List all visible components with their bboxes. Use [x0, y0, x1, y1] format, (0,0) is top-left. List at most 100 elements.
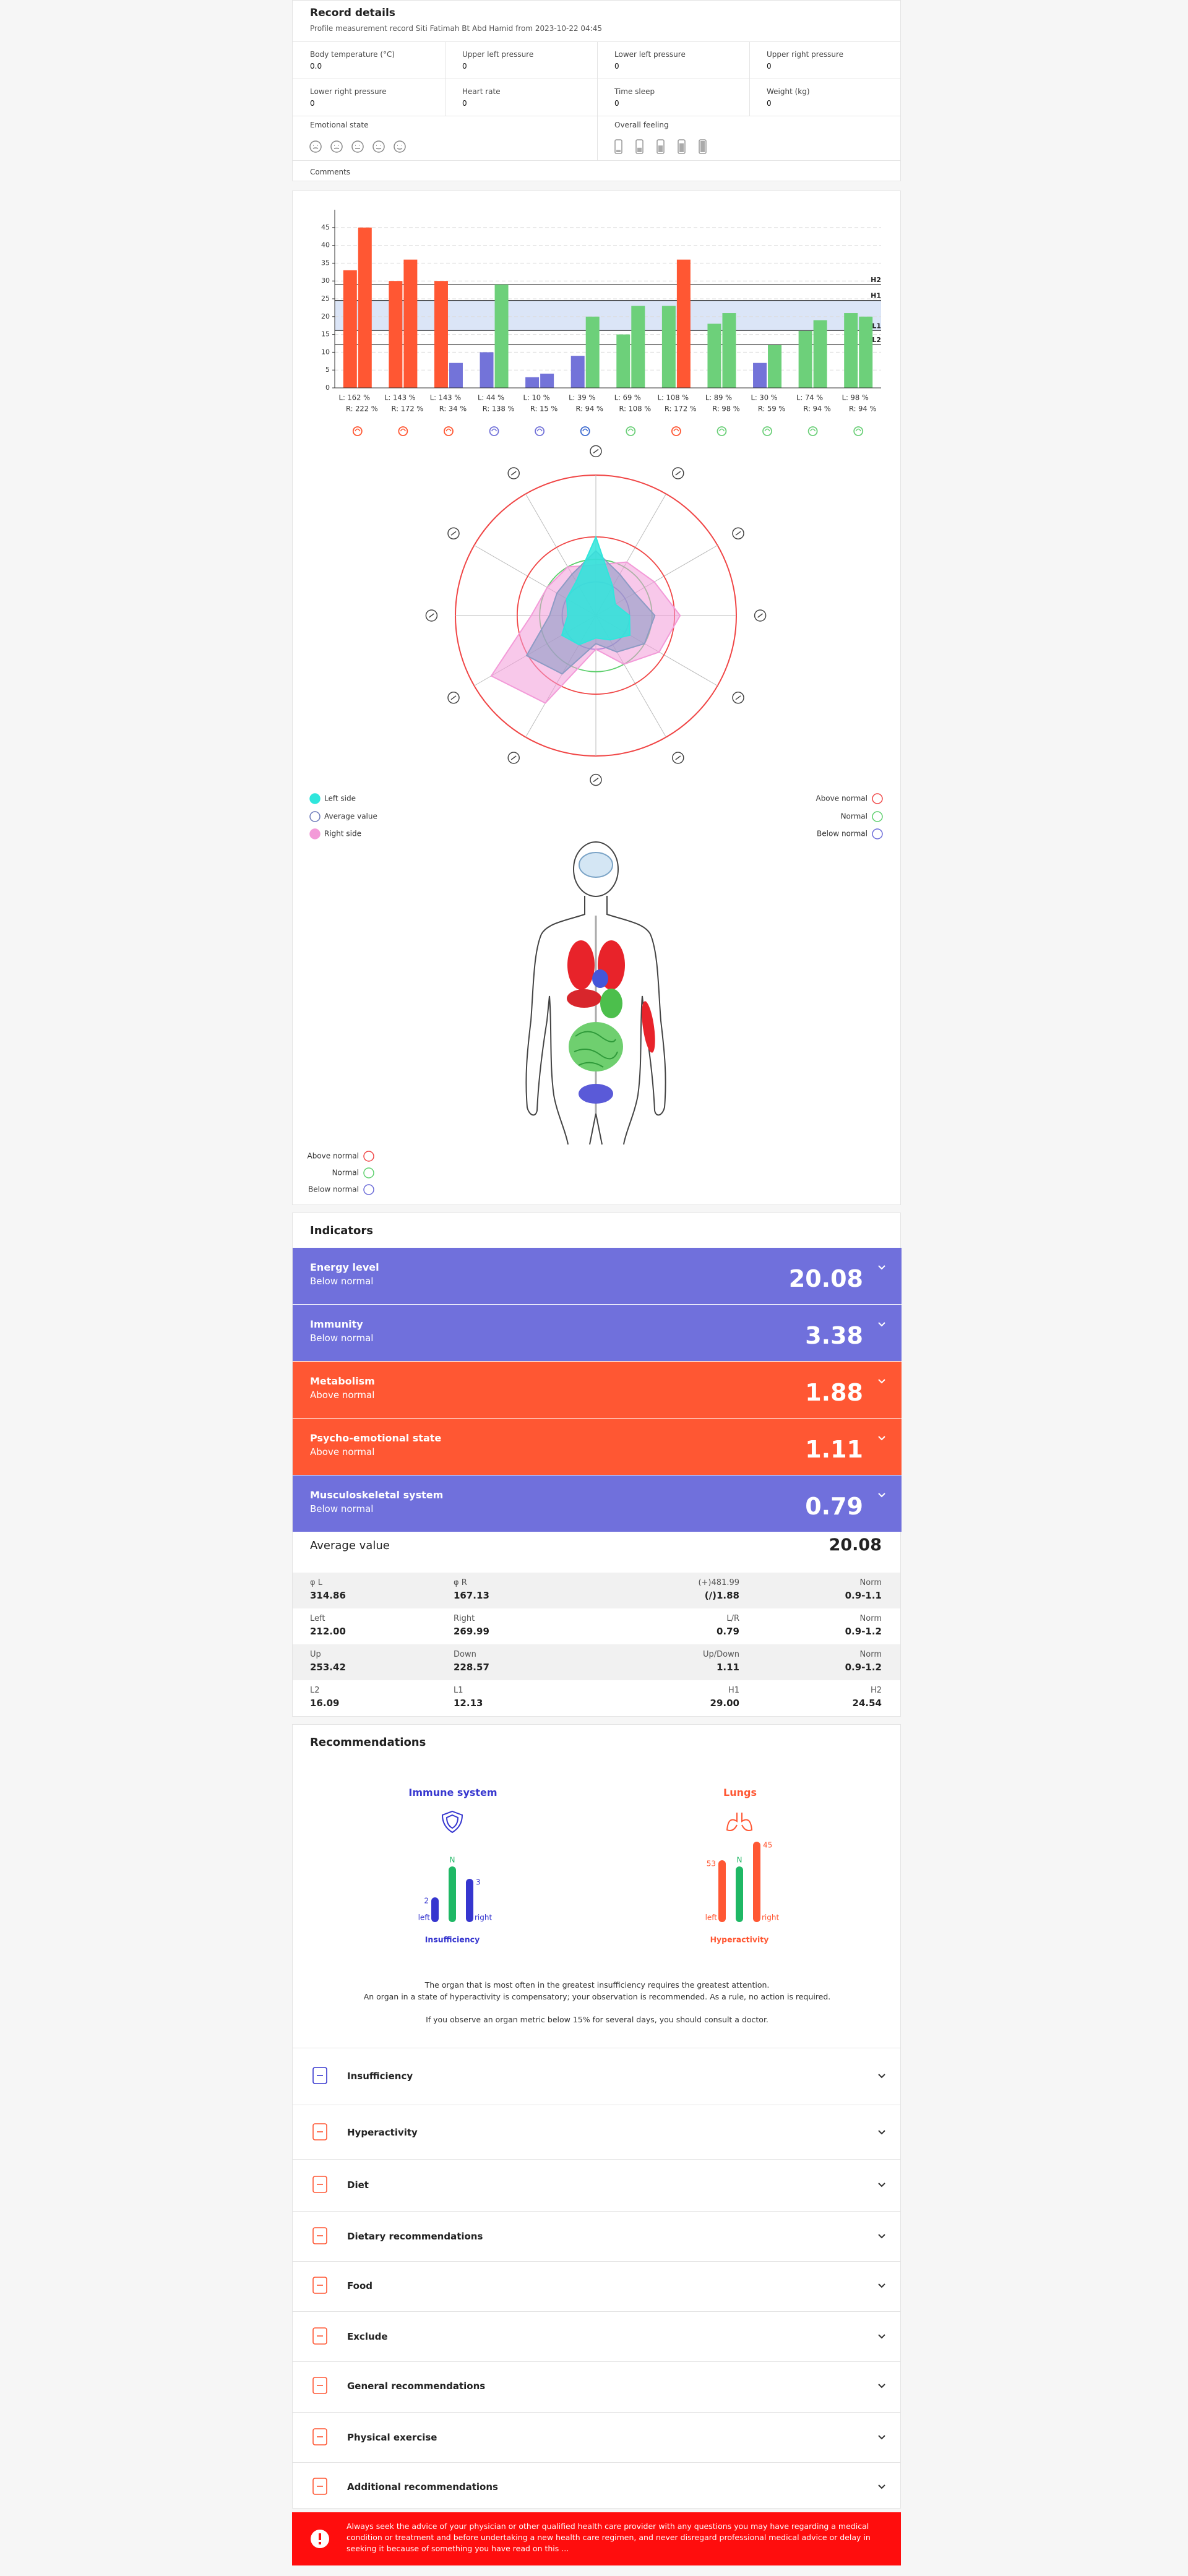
table-row: L2 16.09 L1 12.13 H1 29.00 H2 24.54 [293, 1680, 900, 1717]
divider [293, 160, 900, 161]
accordion-item[interactable]: Physical exercise [293, 2414, 900, 2461]
accordion-item[interactable]: General recommendations [293, 2363, 900, 2410]
accordion-item[interactable]: Additional recommendations [293, 2463, 900, 2510]
average-value: 20.08 [829, 1535, 882, 1555]
field-label: Lower right pressure [310, 87, 387, 96]
accordion-item[interactable]: Food [293, 2262, 900, 2309]
divider [597, 79, 598, 116]
field-value: 0 [767, 62, 772, 71]
accordion-title: Diet [347, 2179, 369, 2191]
table-value: 167.13 [454, 1590, 489, 1601]
chevron [878, 2130, 885, 2135]
accordion-title: Physical exercise [347, 2432, 437, 2443]
divider [293, 2158, 900, 2160]
table-row: Up 253.42 Down 228.57 Up/Down 1.11 Norm 0.9-1.2 [293, 1644, 900, 1681]
chevron [878, 2074, 885, 2079]
table-label: Up [310, 1650, 321, 1659]
chevron [878, 1322, 885, 1327]
divider [749, 79, 750, 116]
chevron [878, 2384, 885, 2389]
indicator-row[interactable]: Psycho-emotional state Above normal 1.11 [293, 1419, 902, 1475]
divider [597, 116, 598, 160]
indicator-name: Energy level [310, 1261, 379, 1273]
table-label: Norm [859, 1650, 882, 1659]
chevron [878, 2484, 885, 2489]
indicator-name: Immunity [310, 1318, 363, 1330]
divider [293, 2411, 900, 2413]
table-label: Down [454, 1650, 476, 1659]
note: An organ in a state of hyperactivity is … [363, 1992, 831, 2001]
chevron-icon [878, 2074, 885, 2079]
accordion-item[interactable]: Exclude [293, 2313, 900, 2360]
indicator-row[interactable]: Musculoskeletal system Below normal 0.79 [293, 1475, 902, 1532]
table-label: Norm [859, 1578, 882, 1587]
indicator-row[interactable]: Metabolism Above normal 1.88 [293, 1362, 902, 1418]
chevron [878, 1379, 885, 1384]
divider [445, 79, 446, 116]
chevron-icon [878, 2384, 885, 2389]
table-value: 0.79 [716, 1626, 739, 1637]
table-value: 16.09 [310, 1698, 340, 1709]
info-icon [311, 2530, 329, 2548]
indicator-status: Below normal [310, 1503, 374, 1514]
indicator-name: Metabolism [310, 1375, 375, 1387]
accordion-title: Dietary recommendations [347, 2231, 483, 2242]
divider [749, 41, 750, 79]
chevron [878, 2183, 885, 2187]
table-label: φ L [310, 1578, 322, 1587]
field-label: Lower left pressure [614, 50, 686, 59]
chevron-icon [878, 2334, 885, 2339]
table-label: L1 [454, 1686, 463, 1695]
table-label: Right [454, 1614, 475, 1623]
field-value: 0 [462, 62, 467, 71]
table-label: (+)481.99 [698, 1578, 739, 1587]
table-value: 269.99 [454, 1626, 489, 1637]
indicator-row[interactable]: Immunity Below normal 3.38 [293, 1305, 902, 1361]
chevron-icon [878, 1436, 885, 1441]
field-value: 0 [767, 99, 772, 108]
field-label: Heart rate [462, 87, 501, 96]
accordion-item[interactable]: Insufficiency [293, 2053, 900, 2100]
table-value: 24.54 [852, 1698, 882, 1709]
chevron-icon [878, 2234, 885, 2239]
table-value: 253.42 [310, 1662, 346, 1673]
indicator-status: Below normal [310, 1276, 374, 1287]
feeling-label: Overall feeling [614, 121, 669, 129]
indicator-value: 1.11 [805, 1436, 863, 1463]
chevron [878, 2234, 885, 2239]
disclaimer-text: Always seek the advice of your physician… [346, 2522, 871, 2553]
recommendations-card: Recommendations Immune system Lungs The or… [292, 1724, 901, 2509]
disclaimer-banner: Always seek the advice of your physician… [292, 2512, 901, 2565]
divider [597, 41, 598, 79]
table-value: 29.00 [710, 1698, 739, 1709]
divider [293, 2462, 900, 2463]
accordion-title: General recommendations [347, 2381, 486, 2392]
accordion-item[interactable]: Dietary recommendations [293, 2213, 900, 2260]
accordion-title: Food [347, 2280, 372, 2291]
average-label: Average value [310, 1539, 390, 1552]
accordion-title: Exclude [347, 2331, 388, 2342]
chevron-icon [878, 2130, 885, 2135]
indicator-value: 3.38 [805, 1322, 863, 1349]
accordion-item[interactable]: Diet [293, 2162, 900, 2209]
field-value: 0 [614, 62, 619, 71]
indicator-row[interactable]: Energy level Below normal 20.08 [293, 1248, 902, 1304]
indicators-title: Indicators [310, 1224, 373, 1237]
field-label: Time sleep [614, 87, 655, 96]
organ-name: Immune system [408, 1787, 497, 1798]
table-row: Left 212.00 Right 269.99 L/R 0.79 Norm 0.9-1.2 [293, 1608, 900, 1645]
table-value: 314.86 [310, 1590, 346, 1601]
field-value: 0 [462, 99, 467, 108]
accordion-item[interactable]: Hyperactivity [293, 2109, 900, 2156]
table-label: φ R [454, 1578, 467, 1587]
recommendations-title: Recommendations [310, 1736, 426, 1749]
chevron-icon [878, 1322, 885, 1327]
indicator-value: 1.88 [805, 1379, 863, 1406]
chevron-icon [878, 1265, 885, 1270]
record-subtitle: Profile measurement record Siti Fatimah … [310, 24, 602, 33]
chevron [878, 2435, 885, 2440]
charts-card [292, 191, 901, 1205]
chevron [878, 1265, 885, 1270]
chevron [878, 2334, 885, 2339]
